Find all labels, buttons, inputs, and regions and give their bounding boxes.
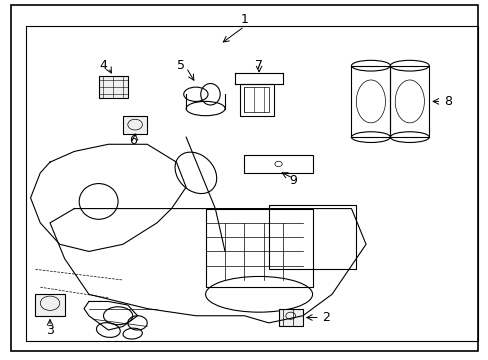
FancyBboxPatch shape [99, 76, 127, 98]
Text: 5: 5 [177, 59, 185, 72]
Polygon shape [30, 144, 186, 251]
Bar [26, 26, 477, 341]
Text: 8: 8 [443, 95, 451, 108]
FancyBboxPatch shape [278, 309, 302, 327]
Text: 4: 4 [100, 59, 107, 72]
Text: 7: 7 [255, 59, 263, 72]
FancyBboxPatch shape [35, 294, 64, 316]
Text: 2: 2 [322, 311, 329, 324]
Text: 9: 9 [288, 174, 296, 186]
Text: 3: 3 [46, 324, 54, 337]
Text: 1: 1 [240, 13, 248, 26]
Text: 6: 6 [128, 134, 136, 147]
FancyBboxPatch shape [122, 116, 147, 134]
